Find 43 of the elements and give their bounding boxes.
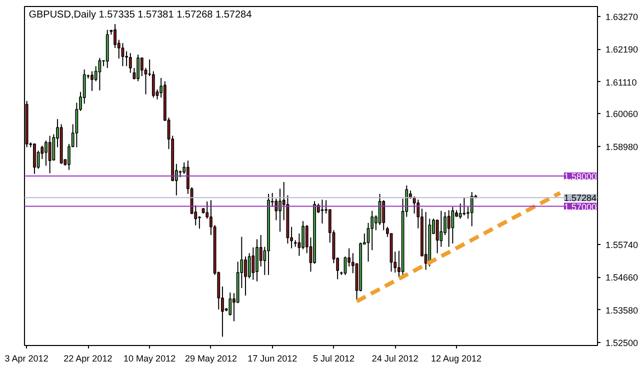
x-tick-label: 29 May 2012 bbox=[184, 354, 237, 364]
ref-line-label: 1.57284 bbox=[564, 193, 597, 204]
x-tick-label: 5 Jul 2012 bbox=[312, 354, 355, 364]
candlestick bbox=[278, 188, 282, 232]
y-tick-label: 1.58980 bbox=[606, 142, 638, 152]
x-tick-label: 17 Jun 2012 bbox=[248, 354, 298, 364]
candlestick bbox=[228, 292, 232, 316]
candlestick bbox=[121, 42, 124, 67]
candlestick bbox=[244, 256, 247, 296]
candlestick bbox=[302, 220, 304, 250]
ref-line-label: 1.57000 bbox=[564, 202, 597, 212]
x-tick-label: 3 Apr 2012 bbox=[4, 354, 48, 364]
x-tick-label: 10 May 2012 bbox=[124, 354, 176, 364]
candlestick bbox=[136, 54, 140, 82]
candlestick bbox=[252, 246, 255, 280]
candlestick bbox=[128, 52, 132, 74]
candlestick bbox=[320, 199, 324, 224]
candlestick bbox=[90, 70, 94, 92]
candlestick bbox=[33, 143, 36, 174]
candlestick bbox=[114, 24, 116, 48]
chart-title: GBPUSD,Daily 1.57335 1.57381 1.57268 1.57284 bbox=[28, 10, 252, 20]
candlestick bbox=[98, 57, 102, 91]
x-tick-label: 24 Jul 2012 bbox=[372, 354, 418, 364]
y-tick-label: 1.63270 bbox=[606, 12, 638, 22]
y-tick-label: 1.60060 bbox=[606, 109, 638, 120]
y-tick-label: 1.52500 bbox=[606, 338, 638, 348]
y-tick-label: 1.54660 bbox=[606, 272, 638, 283]
y-tick-label: 1.53580 bbox=[606, 305, 638, 316]
candlestick bbox=[470, 192, 474, 227]
candlestick bbox=[152, 70, 155, 98]
candlestick bbox=[424, 212, 428, 270]
candlestick bbox=[44, 140, 48, 166]
x-tick-label: 22 Apr 2012 bbox=[64, 354, 112, 364]
x-tick-label: 12 Aug 2012 bbox=[430, 354, 482, 364]
candlestick bbox=[451, 206, 454, 244]
candlestick bbox=[125, 50, 128, 67]
y-tick-label: 1.62190 bbox=[606, 44, 638, 55]
candlestick bbox=[48, 135, 52, 174]
candlestick bbox=[382, 200, 386, 231]
ref-line-label: 1.58000 bbox=[564, 172, 597, 182]
candlestick bbox=[447, 210, 450, 248]
y-tick-label: 1.55740 bbox=[606, 240, 638, 250]
y-tick-label: 1.61110 bbox=[606, 77, 637, 88]
